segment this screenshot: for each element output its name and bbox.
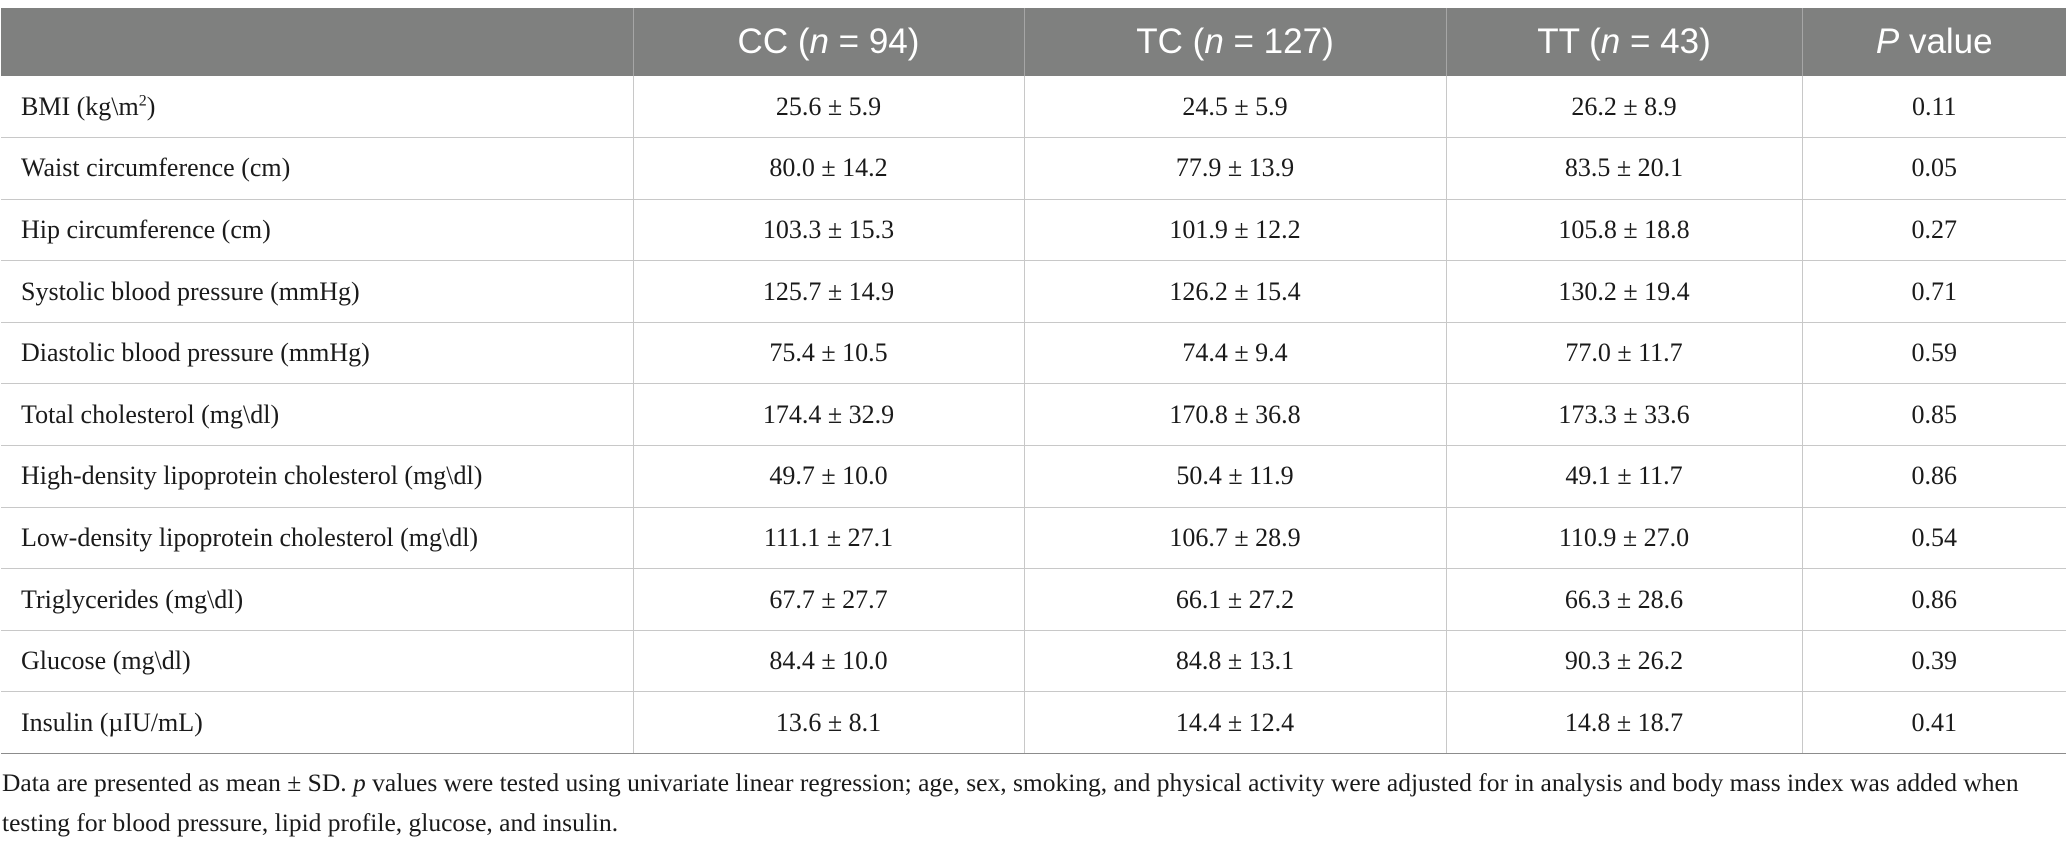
cell-cc: 125.7 ± 14.9 bbox=[632, 260, 1024, 323]
row-label: Diastolic blood pressure (mmHg) bbox=[1, 322, 633, 385]
row-label: High-density lipoprotein cholesterol (mg… bbox=[1, 445, 633, 508]
cell-p: 0.86 bbox=[1801, 568, 2066, 631]
cell-tt: 66.3 ± 28.6 bbox=[1445, 568, 1802, 631]
table-row: Glucose (mg\dl) 84.4 ± 10.0 84.8 ± 13.1 … bbox=[1, 630, 2066, 693]
cell-cc: 25.6 ± 5.9 bbox=[632, 76, 1024, 139]
genotype-comparison-table: CC (n = 94) TC (n = 127) TT (n = 43) P v… bbox=[1, 8, 2066, 755]
row-label: Glucose (mg\dl) bbox=[1, 630, 633, 693]
cell-tt: 14.8 ± 18.7 bbox=[1445, 691, 1802, 755]
cell-p: 0.11 bbox=[1801, 76, 2066, 139]
table-row: Hip circumference (cm) 103.3 ± 15.3 101.… bbox=[1, 199, 2066, 262]
row-label: Triglycerides (mg\dl) bbox=[1, 568, 633, 631]
header-cell-tc: TC (n = 127) bbox=[1023, 8, 1446, 76]
cell-cc: 67.7 ± 27.7 bbox=[632, 568, 1024, 631]
cell-tt: 83.5 ± 20.1 bbox=[1445, 137, 1802, 200]
cell-p: 0.27 bbox=[1801, 199, 2066, 262]
cell-tc: 77.9 ± 13.9 bbox=[1023, 137, 1446, 200]
cell-tt: 173.3 ± 33.6 bbox=[1445, 383, 1802, 447]
cell-tc: 106.7 ± 28.9 bbox=[1023, 507, 1446, 570]
cell-p: 0.85 bbox=[1801, 383, 2066, 447]
table-row: Systolic blood pressure (mmHg) 125.7 ± 1… bbox=[1, 260, 2066, 323]
table-body: BMI (kg\m2) 25.6 ± 5.9 24.5 ± 5.9 26.2 ±… bbox=[1, 76, 2066, 755]
header-cell-cc: CC (n = 94) bbox=[632, 8, 1024, 76]
cell-tt: 90.3 ± 26.2 bbox=[1445, 630, 1802, 693]
table-row: Low-density lipoprotein cholesterol (mg\… bbox=[1, 507, 2066, 570]
cell-cc: 13.6 ± 8.1 bbox=[632, 691, 1024, 755]
cell-p: 0.54 bbox=[1801, 507, 2066, 570]
cell-cc: 75.4 ± 10.5 bbox=[632, 322, 1024, 385]
table-footnote: Data are presented as mean ± SD. p value… bbox=[2, 768, 2019, 838]
header-row: CC (n = 94) TC (n = 127) TT (n = 43) P v… bbox=[1, 8, 2066, 76]
cell-p: 0.05 bbox=[1801, 137, 2066, 200]
header-cell-variable bbox=[1, 8, 633, 76]
cell-tt: 77.0 ± 11.7 bbox=[1445, 322, 1802, 385]
table-row: High-density lipoprotein cholesterol (mg… bbox=[1, 445, 2066, 508]
cell-p: 0.39 bbox=[1801, 630, 2066, 693]
cell-p: 0.59 bbox=[1801, 322, 2066, 385]
cell-tt: 105.8 ± 18.8 bbox=[1445, 199, 1802, 262]
cell-tc: 170.8 ± 36.8 bbox=[1023, 383, 1446, 447]
cell-cc: 84.4 ± 10.0 bbox=[632, 630, 1024, 693]
cell-cc: 174.4 ± 32.9 bbox=[632, 383, 1024, 447]
cell-cc: 111.1 ± 27.1 bbox=[632, 507, 1024, 570]
cell-cc: 80.0 ± 14.2 bbox=[632, 137, 1024, 200]
cell-tt: 49.1 ± 11.7 bbox=[1445, 445, 1802, 508]
cell-tc: 50.4 ± 11.9 bbox=[1023, 445, 1446, 508]
table-row: Total cholesterol (mg\dl) 174.4 ± 32.9 1… bbox=[1, 383, 2066, 447]
header-cell-p-value: P value bbox=[1801, 8, 2066, 76]
table-row: Triglycerides (mg\dl) 67.7 ± 27.7 66.1 ±… bbox=[1, 568, 2066, 631]
cell-cc: 49.7 ± 10.0 bbox=[632, 445, 1024, 508]
row-label: Insulin (µIU/mL) bbox=[1, 691, 633, 755]
table-row: BMI (kg\m2) 25.6 ± 5.9 24.5 ± 5.9 26.2 ±… bbox=[1, 76, 2066, 139]
row-label: BMI (kg\m2) bbox=[1, 76, 633, 139]
cell-p: 0.86 bbox=[1801, 445, 2066, 508]
table-row: Insulin (µIU/mL) 13.6 ± 8.1 14.4 ± 12.4 … bbox=[1, 691, 2066, 755]
table-row: Diastolic blood pressure (mmHg) 75.4 ± 1… bbox=[1, 322, 2066, 385]
row-label: Total cholesterol (mg\dl) bbox=[1, 383, 633, 447]
cell-tc: 126.2 ± 15.4 bbox=[1023, 260, 1446, 323]
cell-tt: 26.2 ± 8.9 bbox=[1445, 76, 1802, 139]
cell-tc: 84.8 ± 13.1 bbox=[1023, 630, 1446, 693]
cell-cc: 103.3 ± 15.3 bbox=[632, 199, 1024, 262]
row-label: Low-density lipoprotein cholesterol (mg\… bbox=[1, 507, 633, 570]
row-label: Systolic blood pressure (mmHg) bbox=[1, 260, 633, 323]
cell-tc: 66.1 ± 27.2 bbox=[1023, 568, 1446, 631]
cell-p: 0.71 bbox=[1801, 260, 2066, 323]
cell-tc: 24.5 ± 5.9 bbox=[1023, 76, 1446, 139]
cell-tc: 74.4 ± 9.4 bbox=[1023, 322, 1446, 385]
row-label: Waist circumference (cm) bbox=[1, 137, 633, 200]
table-header: CC (n = 94) TC (n = 127) TT (n = 43) P v… bbox=[1, 8, 2066, 76]
cell-tc: 101.9 ± 12.2 bbox=[1023, 199, 1446, 262]
cell-tt: 130.2 ± 19.4 bbox=[1445, 260, 1802, 323]
row-label: Hip circumference (cm) bbox=[1, 199, 633, 262]
header-cell-tt: TT (n = 43) bbox=[1445, 8, 1802, 76]
cell-tc: 14.4 ± 12.4 bbox=[1023, 691, 1446, 755]
table-row: Waist circumference (cm) 80.0 ± 14.2 77.… bbox=[1, 137, 2066, 200]
cell-tt: 110.9 ± 27.0 bbox=[1445, 507, 1802, 570]
cell-p: 0.41 bbox=[1801, 691, 2066, 755]
